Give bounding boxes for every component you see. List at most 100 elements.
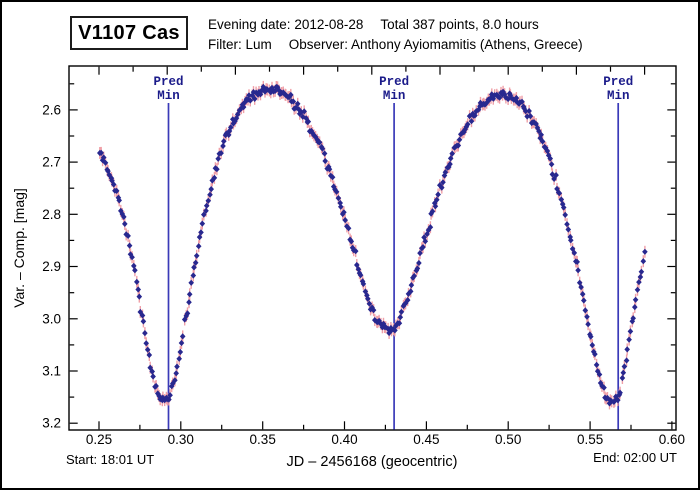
data-point <box>186 299 192 306</box>
data-point <box>341 209 347 216</box>
svg-text:0.35: 0.35 <box>250 432 276 447</box>
plot-frame <box>68 65 677 431</box>
data-point <box>568 237 574 244</box>
data-point <box>548 161 555 168</box>
data-point <box>604 394 611 402</box>
data-point <box>507 92 514 99</box>
data-point <box>624 346 630 353</box>
data-point <box>413 267 420 274</box>
data-point <box>211 174 218 181</box>
svg-text:0.30: 0.30 <box>168 432 194 447</box>
svg-text:3.2: 3.2 <box>42 416 61 431</box>
data-point <box>149 368 155 375</box>
pred-min-label: Min <box>383 89 406 103</box>
data-point <box>110 181 117 188</box>
data-point <box>417 250 423 257</box>
data-point <box>560 204 567 211</box>
svg-text:0.25: 0.25 <box>86 432 112 447</box>
data-point <box>365 295 371 302</box>
data-point <box>623 357 630 364</box>
data-point <box>305 118 312 125</box>
data-point <box>129 254 135 261</box>
data-point <box>533 120 539 128</box>
data-point <box>139 312 146 319</box>
data-point <box>144 346 151 353</box>
data-point <box>632 296 639 303</box>
data-point <box>463 123 470 130</box>
data-point <box>319 145 326 152</box>
data-point <box>490 95 497 102</box>
data-point <box>627 328 634 335</box>
data-point <box>193 252 200 259</box>
data-point <box>534 124 541 131</box>
data-point <box>380 320 387 327</box>
data-point <box>385 325 391 332</box>
data-point <box>416 259 422 267</box>
data-point <box>642 248 648 255</box>
data-point <box>601 384 607 391</box>
data-point <box>256 88 262 96</box>
data-point <box>429 208 436 215</box>
data-point <box>316 139 323 146</box>
data-point <box>121 213 127 220</box>
data-point <box>366 300 373 307</box>
data-point <box>147 364 153 371</box>
data-point <box>116 197 122 204</box>
total-points-label: Total 387 points, 8.0 hours <box>380 17 539 32</box>
data-point <box>326 166 333 173</box>
data-point <box>102 159 109 166</box>
data-point <box>588 333 594 340</box>
data-point <box>473 108 480 115</box>
data-point <box>225 131 232 138</box>
data-point <box>571 249 578 256</box>
data-point <box>214 166 220 173</box>
data-point <box>442 169 449 176</box>
error-bars-layer <box>99 80 646 410</box>
data-point <box>477 103 483 110</box>
data-point <box>435 191 441 198</box>
data-point <box>427 224 434 231</box>
data-point <box>125 232 131 239</box>
data-point <box>146 351 153 359</box>
data-point <box>579 291 586 298</box>
data-point <box>264 86 271 93</box>
data-point <box>174 363 180 370</box>
data-point <box>183 312 190 319</box>
data-point <box>288 91 294 98</box>
data-point <box>526 107 532 115</box>
x-axis-ticks-top <box>98 66 646 75</box>
data-point <box>208 186 214 193</box>
data-point <box>372 317 378 324</box>
data-point <box>113 187 120 194</box>
data-point <box>574 258 580 265</box>
data-point <box>203 207 209 214</box>
pred-min-label: Pred <box>603 75 633 89</box>
data-point <box>615 397 621 404</box>
data-point <box>539 138 546 145</box>
data-point <box>344 223 350 230</box>
data-point <box>370 307 377 314</box>
data-point <box>620 369 627 376</box>
data-point <box>393 322 399 329</box>
y-axis-ticks-left <box>69 83 78 424</box>
y-axis-ticks-right <box>667 83 676 424</box>
data-point <box>564 221 570 228</box>
data-point <box>333 188 340 195</box>
data-point <box>135 286 141 293</box>
data-point <box>464 121 471 128</box>
data-point <box>314 136 321 143</box>
data-point <box>220 142 226 150</box>
data-point <box>547 155 553 162</box>
data-point <box>221 138 227 145</box>
data-point <box>410 274 416 281</box>
data-point <box>345 225 352 232</box>
svg-text:2.8: 2.8 <box>42 207 61 222</box>
data-point <box>168 383 175 390</box>
data-point <box>276 87 283 94</box>
data-point <box>177 348 184 356</box>
data-point <box>626 336 632 343</box>
data-point <box>634 286 641 293</box>
